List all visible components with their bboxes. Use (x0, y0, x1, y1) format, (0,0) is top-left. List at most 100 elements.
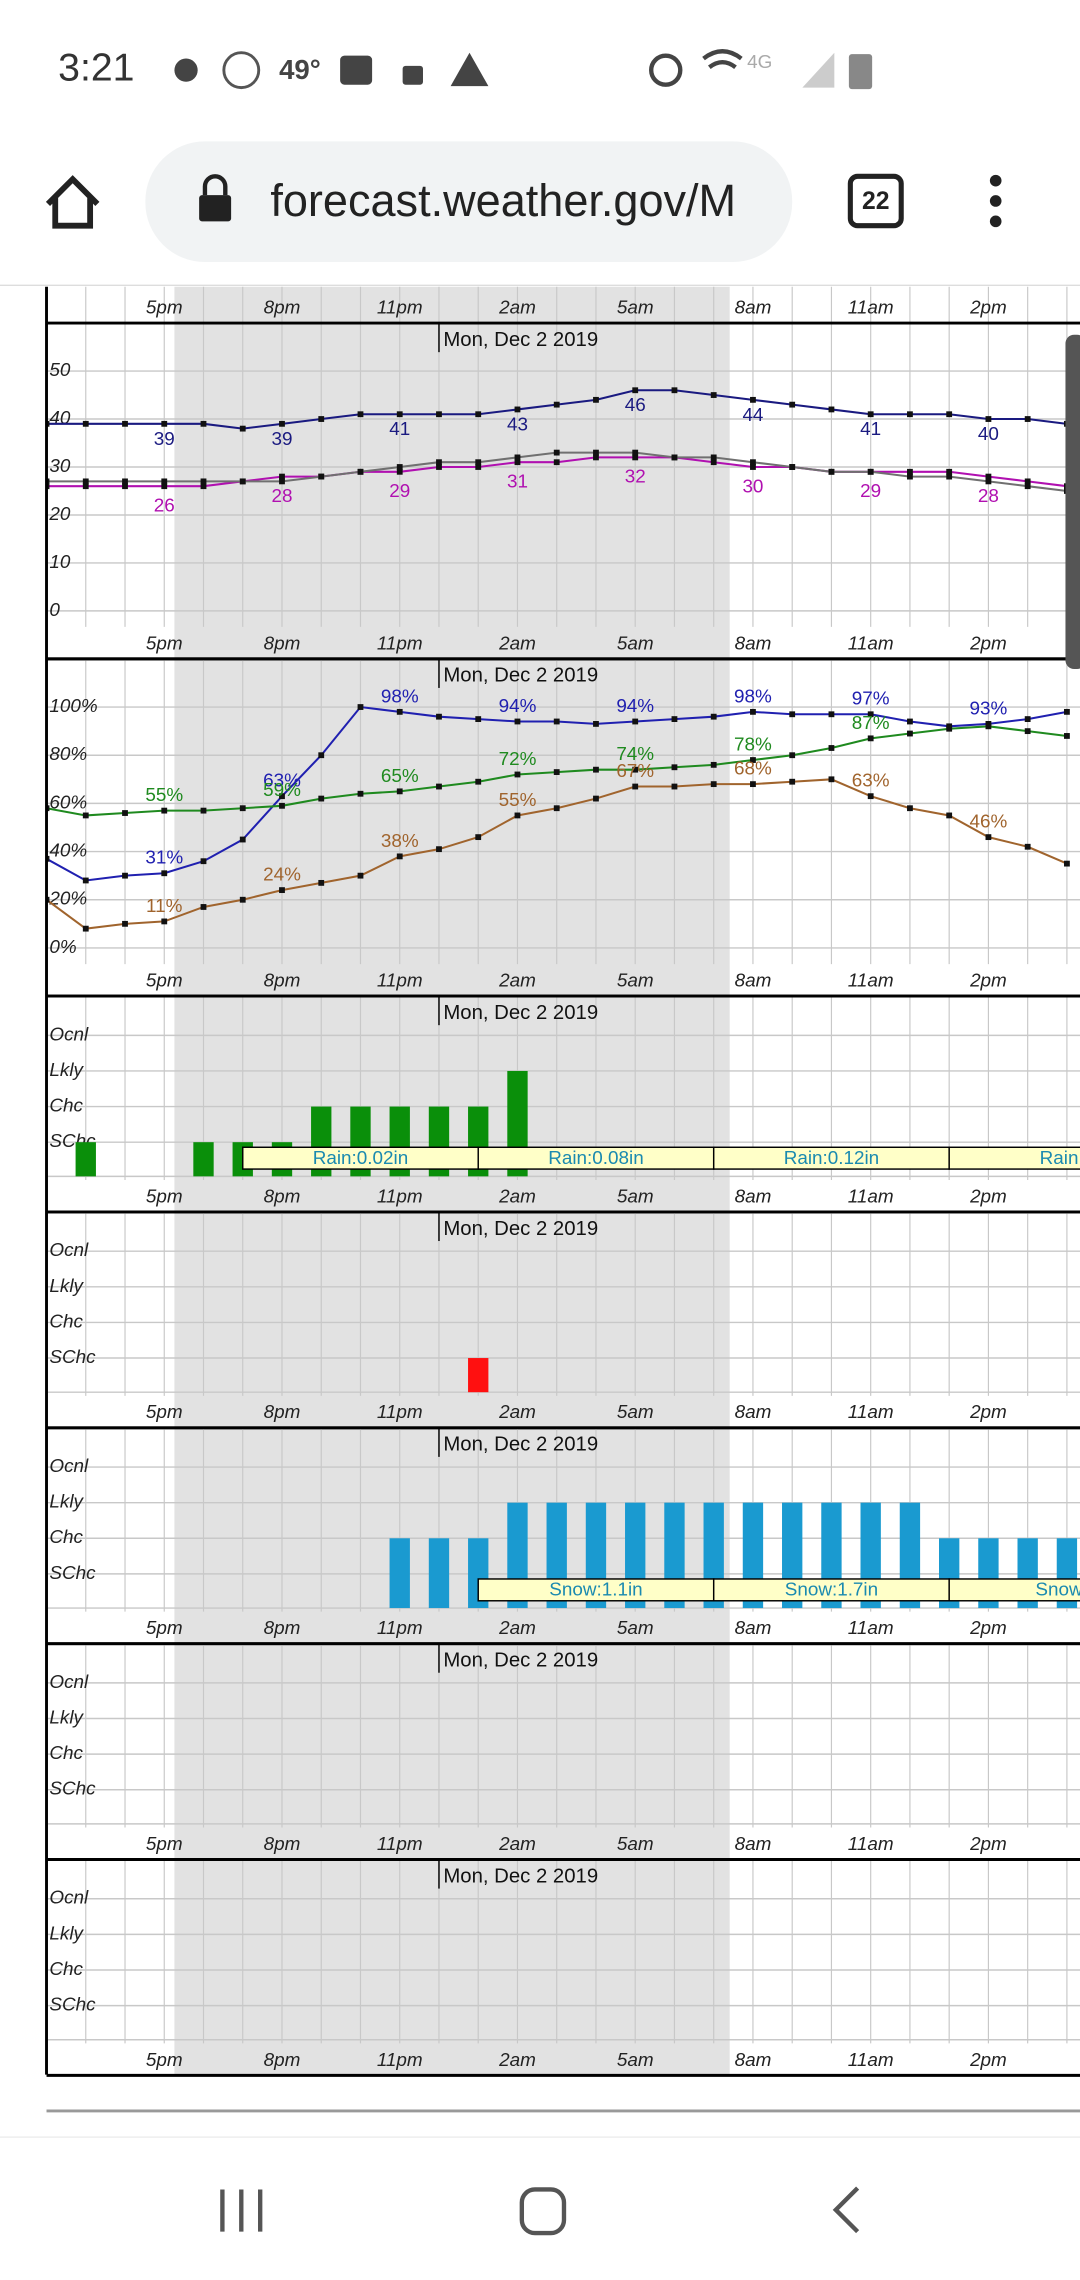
point (867, 411, 874, 418)
x-tick-label: 11am (848, 633, 894, 654)
point (789, 711, 796, 718)
point (200, 420, 207, 427)
point (357, 411, 364, 418)
x-tick-label: 5am (617, 633, 654, 654)
point (82, 483, 89, 490)
point (789, 752, 796, 759)
point (436, 411, 442, 418)
forecast-graphs: 5pm 8pm 11pm 2am 5am 8am 11am 2pm Mon, Dec 2 201… (46, 286, 1080, 2077)
amount-label: Rain:0.08in (548, 1148, 644, 1169)
data-label: 98% (734, 686, 772, 707)
point (357, 872, 364, 879)
tabs-button[interactable] (847, 173, 904, 229)
y-tick-label: 0 (49, 600, 60, 621)
point (1064, 860, 1070, 867)
point (750, 396, 756, 403)
status-network: 4G (747, 52, 772, 73)
point (750, 708, 756, 715)
data-label: 43 (507, 414, 528, 435)
amount-box (948, 1578, 1080, 1602)
amount-box (948, 1146, 1080, 1170)
point (985, 473, 992, 480)
status-icon (702, 49, 743, 70)
point (514, 454, 521, 461)
date-label: Mon, Dec 2 2019 (443, 1434, 598, 1456)
point (985, 478, 992, 485)
point (907, 468, 913, 475)
point (1024, 716, 1031, 722)
point (436, 713, 442, 720)
x-tick-label: 8pm (264, 1618, 301, 1639)
point (161, 478, 168, 485)
x-tick-label: 2pm (969, 1618, 1007, 1639)
point (1064, 708, 1070, 715)
point (318, 879, 325, 886)
point (239, 425, 246, 432)
point (828, 776, 835, 783)
x-tick-label: 2am (498, 971, 536, 992)
x-tick-label: 2am (498, 2050, 536, 2071)
y-tick-label: 80% (49, 744, 87, 765)
date-label: Mon, Dec 2 2019 (443, 329, 598, 351)
bar (389, 1538, 410, 1609)
data-label: 29 (860, 481, 881, 502)
level-label: Chc (49, 1743, 83, 1764)
point (632, 387, 639, 394)
x-tick-label: 8am (735, 1186, 772, 1207)
x-tick-label: 5am (617, 971, 654, 992)
data-label: 94% (616, 696, 654, 717)
level-label: Lkly (49, 1708, 84, 1729)
x-tick-label: 5pm (146, 2050, 183, 2071)
data-label: 31 (507, 472, 528, 493)
point (867, 468, 874, 475)
x-tick-label: 5pm (146, 633, 183, 654)
data-label: 68% (734, 759, 772, 780)
point (122, 483, 128, 490)
data-label: 39 (154, 429, 175, 450)
point (1024, 483, 1031, 490)
y-tick-label: 0% (49, 937, 76, 958)
home-button[interactable] (45, 175, 100, 229)
point (789, 778, 796, 785)
home-nav-button[interactable] (519, 2187, 567, 2236)
x-tick-label: 2am (498, 298, 536, 319)
point (946, 468, 953, 475)
data-label: 97% (852, 689, 890, 710)
x-tick-label: 5am (617, 2050, 654, 2071)
x-tick-label: 11pm (377, 1618, 423, 1639)
level-label: Lkly (49, 1060, 84, 1081)
point (475, 834, 482, 841)
data-label: 26 (154, 496, 175, 517)
point (396, 411, 403, 418)
point (671, 783, 678, 790)
point (357, 468, 364, 475)
data-label: 93% (970, 698, 1008, 719)
level-label: Ocnl (49, 1024, 89, 1045)
point (750, 459, 756, 466)
point (239, 836, 246, 843)
data-label: 29 (389, 481, 410, 502)
menu-button[interactable] (989, 174, 1002, 228)
point (750, 464, 756, 470)
point (436, 464, 442, 470)
recent-apps-button[interactable] (220, 2189, 263, 2232)
bar (193, 1142, 214, 1177)
point (907, 718, 913, 725)
point (553, 459, 560, 466)
back-button[interactable] (832, 2186, 860, 2234)
point (161, 483, 168, 490)
x-tick-label: 11am (848, 1186, 894, 1207)
point (593, 454, 599, 461)
address-bar[interactable] (145, 141, 793, 263)
x-tick-label: 2pm (969, 1402, 1007, 1423)
signal-icon (802, 52, 835, 88)
point (82, 812, 89, 819)
x-tick-label: 5pm (146, 971, 183, 992)
point (553, 769, 560, 775)
x-tick-label: 8pm (264, 1834, 301, 1855)
point (907, 805, 913, 812)
scrollbar[interactable] (1065, 334, 1080, 670)
point (200, 478, 207, 485)
point (1024, 843, 1031, 850)
